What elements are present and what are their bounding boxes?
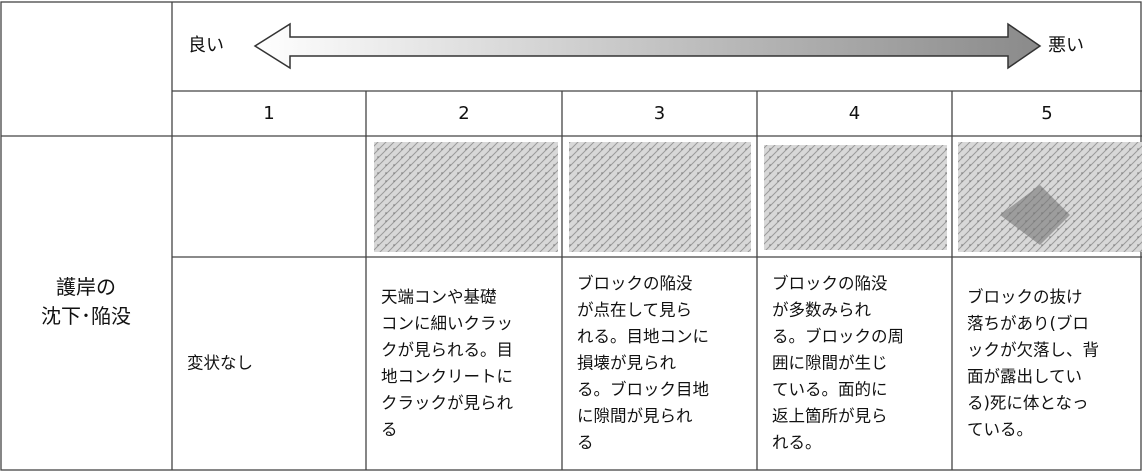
description-line: が点在して見ら xyxy=(577,301,692,320)
description-line: ブロックの陥没 xyxy=(577,273,693,293)
description-line: る xyxy=(381,420,398,439)
description-line: る。ブロック目地 xyxy=(577,379,709,399)
description-line: に隙間が見られ xyxy=(577,407,693,426)
row-label: 護岸の xyxy=(56,275,116,299)
photo xyxy=(569,142,751,252)
level-number: 3 xyxy=(654,103,665,124)
description-line: クラックが見られ xyxy=(381,393,514,412)
description-line: 返上箇所が見ら xyxy=(772,407,888,426)
scale-good: 良い xyxy=(188,35,224,56)
description-line: 天端コンや基礎 xyxy=(381,287,497,306)
photo xyxy=(374,142,558,252)
level-number: 5 xyxy=(1041,103,1052,124)
description-line: る。ブロックの周 xyxy=(772,326,904,346)
level-number: 4 xyxy=(849,103,860,124)
description-line: 面が露出してい xyxy=(967,367,1082,386)
description-line: が多数みられ xyxy=(772,301,872,320)
description-line: ブロックの陥没 xyxy=(772,273,888,293)
row-label: 沈下･陥没 xyxy=(41,304,131,328)
scale-arrow xyxy=(253,22,1042,70)
description-line: れる。 xyxy=(772,433,822,452)
scale-bad: 悪い xyxy=(1048,35,1084,56)
level-number: 1 xyxy=(263,103,274,124)
description-line: 変状なし xyxy=(187,354,253,373)
description-line: れる。目地コンに xyxy=(577,327,709,346)
description-line: クが見られる。目 xyxy=(381,340,513,359)
description-line: ブロックの抜け xyxy=(967,286,1083,306)
description-line: る xyxy=(577,433,594,452)
photo-detail xyxy=(1000,185,1070,245)
level-number: 2 xyxy=(458,103,469,124)
description-line: ている。面的に xyxy=(772,380,888,399)
description-line: 損壊が見られ xyxy=(577,354,677,373)
description-line: 落ちがあり(ブロ xyxy=(967,313,1089,333)
description-line: ている。 xyxy=(967,420,1033,439)
description-line: る)死に体となっ xyxy=(967,393,1088,412)
description-line: ックが欠落し、背 xyxy=(967,340,1099,359)
description-line: 囲に隙間が生じ xyxy=(772,354,888,373)
description-line: コンに細いクラッ xyxy=(381,314,513,333)
photo xyxy=(764,145,947,250)
description-line: 地コンクリートに xyxy=(381,367,513,386)
